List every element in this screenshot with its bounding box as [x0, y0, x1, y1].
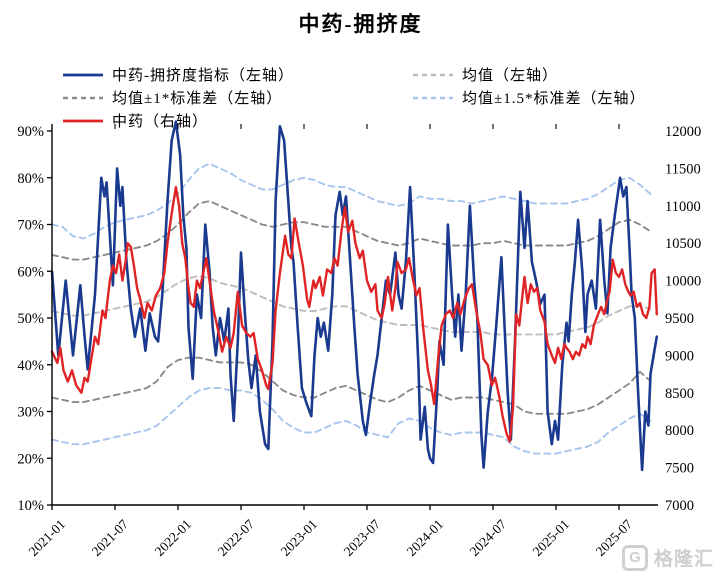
left-axis-label: 50%	[17, 311, 44, 327]
legend-line-sample	[413, 96, 453, 99]
right-axis-label: 8500	[665, 386, 694, 402]
left-axis-label: 70%	[17, 218, 44, 234]
legend-item-right-0: 均值（左轴）	[412, 63, 645, 86]
series-line	[50, 120, 659, 472]
right-axis-label: 8000	[665, 423, 694, 439]
left-axis-label: 90%	[17, 124, 44, 140]
legend-line-sample	[413, 73, 453, 76]
watermark: G 格隆汇	[621, 544, 714, 571]
gelonghui-logo-icon: G	[621, 544, 648, 571]
series-line	[51, 387, 652, 455]
right-axis-label: 12000	[665, 124, 701, 140]
right-axis-label: 11000	[665, 199, 701, 215]
left-axis-label: 60%	[17, 264, 44, 280]
legend-item-left-0: 中药-拥挤度指标（左轴）	[62, 63, 294, 86]
right-axis-label: 9500	[665, 311, 694, 327]
x-axis-label: 2023-07	[341, 516, 384, 559]
legend-right-column: 均值（左轴） 均值±1.5*标准差（左轴）	[412, 63, 645, 109]
left-axis-label: 30%	[17, 405, 44, 421]
left-axis-label: 80%	[17, 171, 44, 187]
legend-label: 中药（右轴）	[112, 114, 209, 130]
x-axis-label: 2021-07	[89, 516, 132, 559]
legend-label: 均值（左轴）	[462, 68, 559, 84]
x-axis-label: 2022-01	[152, 517, 194, 559]
chart-title: 中药-拥挤度	[298, 12, 423, 36]
legend-item-left-2: 中药（右轴）	[62, 109, 294, 132]
x-axis-label: 2021-01	[26, 517, 68, 559]
legend-line-sample	[63, 73, 103, 76]
legend-item-left-1: 均值±1*标准差（左轴）	[62, 86, 294, 109]
watermark-text: 格隆汇	[653, 549, 714, 570]
right-axis-label: 10500	[665, 236, 701, 252]
series-line	[50, 185, 658, 443]
x-axis-label: 2024-01	[404, 517, 446, 559]
x-axis-label: 2024-07	[467, 516, 510, 559]
right-axis-label: 10000	[665, 274, 701, 290]
x-axis-label: 2022-07	[215, 516, 258, 559]
right-axis-label: 7000	[665, 498, 694, 514]
legend-item-right-1: 均值±1.5*标准差（左轴）	[412, 86, 645, 109]
series-line	[51, 356, 652, 415]
series-line	[51, 274, 652, 336]
legend-left-column: 中药-拥挤度指标（左轴） 均值±1*标准差（左轴） 中药（右轴）	[62, 63, 294, 132]
right-axis-label: 9000	[665, 348, 694, 364]
legend-line-sample	[63, 119, 103, 122]
x-axis-label: 2025-01	[530, 517, 572, 559]
x-axis-label: 2023-01	[278, 517, 320, 559]
left-axis-label: 10%	[17, 498, 44, 514]
left-axis-label: 20%	[17, 451, 44, 467]
left-axis-label: 40%	[17, 358, 44, 374]
legend-line-sample	[63, 96, 103, 99]
legend-label: 中药-拥挤度指标（左轴）	[112, 68, 294, 84]
series-line	[51, 162, 652, 240]
right-axis-label: 11500	[665, 161, 701, 177]
right-axis-label: 7500	[665, 461, 694, 477]
series-line	[51, 200, 652, 261]
legend-label: 均值±1*标准差（左轴）	[112, 91, 283, 107]
legend-label: 均值±1.5*标准差（左轴）	[462, 91, 646, 107]
